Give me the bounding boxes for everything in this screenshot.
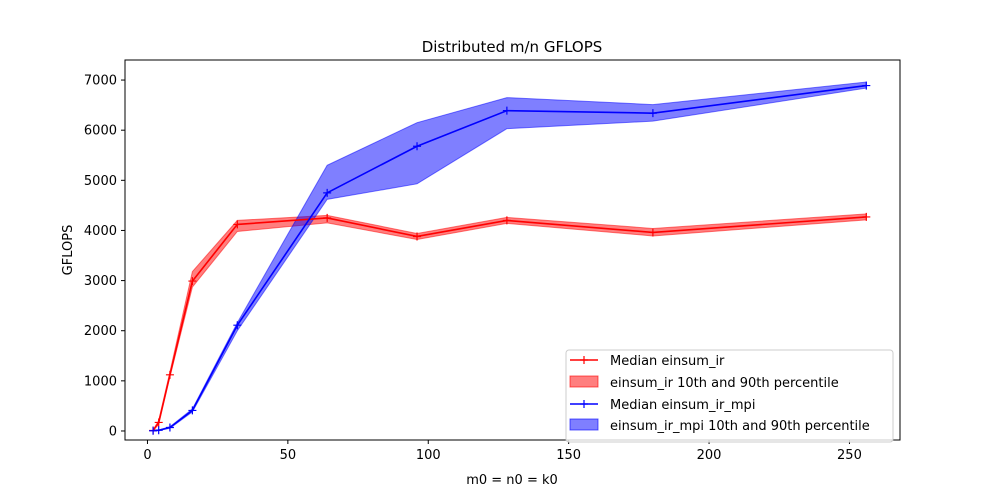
legend-box	[565, 349, 894, 443]
point-median-einsum-ir-mpi	[165, 423, 174, 432]
legend-patch-einsum-ir-band	[569, 375, 599, 388]
point-median-einsum-ir	[154, 418, 163, 427]
point-median-einsum-ir-mpi	[154, 426, 163, 435]
median-markers	[149, 81, 871, 435]
legend-marker-einsum-ir-mpi	[580, 400, 588, 408]
legend: Median einsum_ir einsum_ir 10th and 90th…	[565, 349, 894, 443]
y-axis-label: GFLOPS	[61, 225, 76, 276]
x-tick-label: 150	[556, 448, 581, 463]
point-median-einsum-ir-mpi	[862, 81, 871, 90]
legend-label-einsum-ir-mpi-band: einsum_ir_mpi 10th and 90th percentile	[610, 419, 870, 434]
median-lines	[152, 84, 867, 432]
point-median-einsum-ir-mpi	[502, 106, 511, 115]
line-median-einsum-ir	[152, 216, 867, 431]
point-median-einsum-ir-mpi	[233, 321, 242, 330]
point-median-einsum-ir	[323, 213, 332, 222]
legend-label-median-einsum-ir: Median einsum_ir	[610, 354, 725, 369]
x-tick-label: 200	[697, 448, 722, 463]
y-tick-label: 0	[109, 424, 117, 439]
y-tick-label: 7000	[84, 74, 117, 89]
chart-title: Distributed m/n GFLOPS	[422, 38, 603, 56]
point-median-einsum-ir	[648, 228, 657, 237]
legend-label-median-einsum-ir-mpi: Median einsum_ir_mpi	[610, 398, 755, 413]
legend-label-einsum-ir-band: einsum_ir 10th and 90th percentile	[610, 376, 839, 391]
point-median-einsum-ir	[413, 232, 422, 241]
x-tick-label: 50	[280, 448, 297, 463]
point-median-einsum-ir	[502, 216, 511, 225]
point-median-einsum-ir	[165, 370, 174, 379]
x-tick-label: 0	[143, 448, 151, 463]
point-median-einsum-ir-mpi	[648, 109, 657, 118]
y-tick-label: 3000	[84, 274, 117, 289]
y-tick-label: 5000	[84, 174, 117, 189]
y-tick-label: 4000	[84, 224, 117, 239]
x-axis-ticks: 0 50 100 150 200 250	[143, 440, 862, 463]
point-median-einsum-ir-mpi	[413, 142, 422, 151]
point-median-einsum-ir	[233, 220, 242, 229]
point-median-einsum-ir	[862, 212, 871, 221]
plot-area-frame	[124, 59, 901, 441]
point-median-einsum-ir	[188, 277, 197, 286]
x-tick-label: 100	[416, 448, 441, 463]
line-median-einsum-ir-mpi	[153, 84, 867, 432]
legend-patch-einsum-ir-mpi-band	[569, 418, 599, 431]
point-median-einsum-ir-mpi	[188, 406, 197, 415]
y-tick-label: 2000	[84, 324, 117, 339]
legend-marker-einsum-ir	[580, 356, 588, 364]
y-axis-ticks: 0 1000 2000 3000 4000 5000 6000 7000	[84, 74, 125, 439]
y-tick-label: 6000	[84, 124, 117, 139]
x-tick-label: 250	[837, 448, 862, 463]
y-tick-label: 1000	[84, 374, 117, 389]
x-axis-label: m0 = n0 = k0	[466, 473, 558, 488]
point-median-einsum-ir-mpi	[323, 188, 332, 197]
